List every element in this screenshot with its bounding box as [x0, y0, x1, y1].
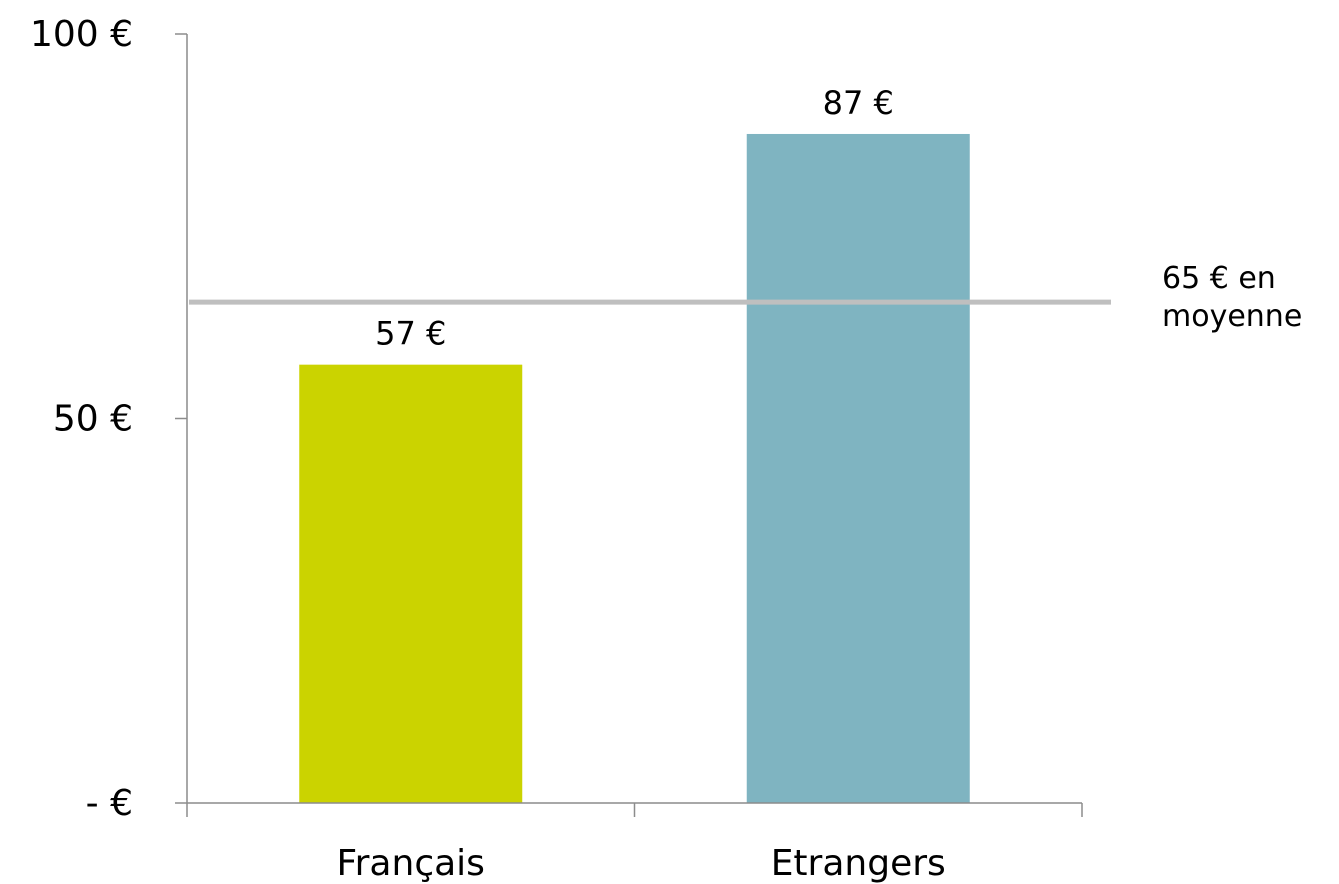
labels: - € 50 € 100 € 57 € Français 87 € Etrangers 65 …	[30, 14, 1302, 884]
average-label: moyenne	[1162, 299, 1302, 334]
bars	[299, 133, 970, 804]
y-tick-label: 100 €	[30, 14, 133, 55]
x-tick-label: Français	[337, 843, 485, 884]
bar	[746, 133, 970, 804]
y-tick-label: 50 €	[53, 399, 133, 440]
data-label: 87 €	[823, 84, 894, 122]
axes	[175, 33, 1083, 817]
y-tick-label: - €	[86, 783, 133, 824]
x-tick-label: Etrangers	[771, 843, 946, 884]
data-label: 57 €	[375, 315, 446, 353]
average-label: 65 € en	[1162, 261, 1276, 296]
bar	[299, 364, 523, 803]
